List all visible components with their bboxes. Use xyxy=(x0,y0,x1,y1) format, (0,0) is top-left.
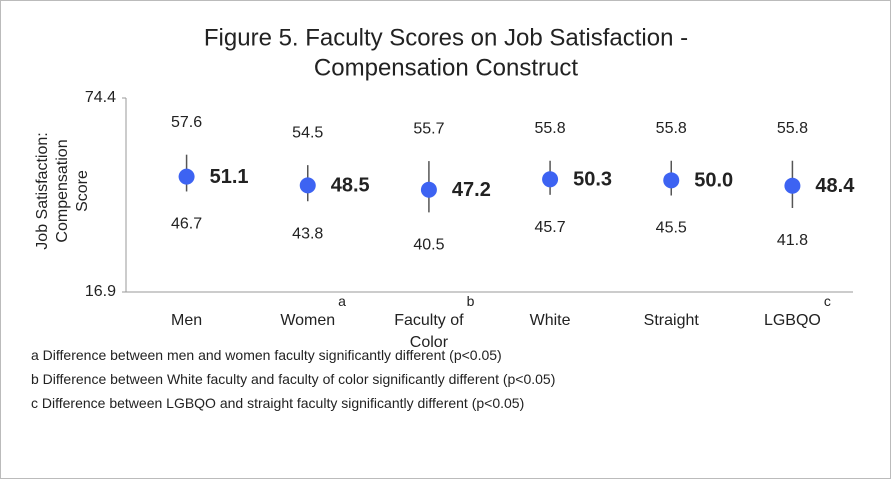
lower-label: 40.5 xyxy=(413,237,444,254)
footnote: b Difference between White faculty and f… xyxy=(31,371,556,387)
footnote: c Difference between LGBQO and straight … xyxy=(31,395,525,411)
footnote: a Difference between men and women facul… xyxy=(31,347,502,363)
mean-dot xyxy=(178,168,195,185)
x-tick-label: LGBQO xyxy=(763,312,821,329)
x-tick-label: White xyxy=(529,312,571,329)
mean-label: 50.3 xyxy=(573,169,612,191)
y-tick-label: 16.9 xyxy=(85,283,116,300)
mean-label: 50.0 xyxy=(694,170,733,192)
mean-dot xyxy=(784,177,801,194)
superscript: a xyxy=(338,293,346,309)
chart-title: Compensation Construct xyxy=(314,54,578,81)
x-tick-label: Women xyxy=(280,312,336,329)
lower-label: 43.8 xyxy=(292,225,323,242)
mean-label: 48.4 xyxy=(815,175,855,197)
x-tick-label: Men xyxy=(171,312,203,329)
mean-label: 47.2 xyxy=(452,179,491,201)
y-axis-label: Job Satisfaction: xyxy=(34,132,51,249)
lower-label: 45.5 xyxy=(656,220,687,237)
upper-label: 55.7 xyxy=(413,120,444,137)
mean-label: 51.1 xyxy=(210,166,249,188)
lower-label: 41.8 xyxy=(777,232,808,249)
mean-dot xyxy=(663,172,680,189)
superscript: c xyxy=(823,293,831,309)
superscript: b xyxy=(466,293,475,309)
x-tick-label: Straight xyxy=(643,312,699,329)
upper-label: 57.6 xyxy=(171,114,202,131)
upper-label: 55.8 xyxy=(656,120,687,137)
lower-label: 45.7 xyxy=(535,219,566,236)
mean-dot xyxy=(542,171,559,188)
mean-label: 48.5 xyxy=(331,175,370,197)
upper-label: 55.8 xyxy=(777,120,808,137)
y-tick-label: 74.4 xyxy=(85,89,116,106)
y-axis-label: Compensation xyxy=(54,139,71,242)
y-axis-label: Score xyxy=(74,170,91,212)
mean-dot xyxy=(420,181,437,198)
mean-dot xyxy=(299,177,316,194)
lower-label: 46.7 xyxy=(171,216,202,233)
upper-label: 55.8 xyxy=(535,120,566,137)
x-tick-label: Faculty of Color xyxy=(394,312,464,351)
chart-title: Figure 5. Faculty Scores on Job Satisfac… xyxy=(204,24,688,51)
upper-label: 54.5 xyxy=(292,124,323,141)
